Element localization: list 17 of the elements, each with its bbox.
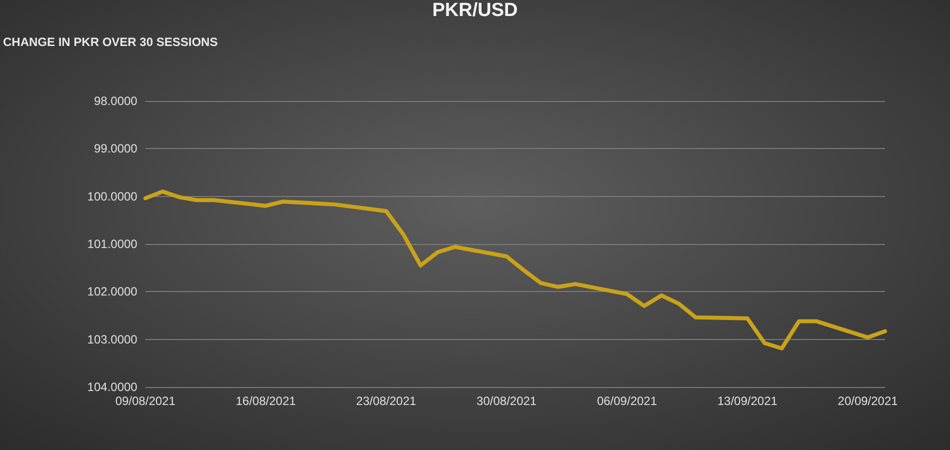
y-tick-label: 103.0000 (87, 332, 138, 346)
x-tick-label: 06/09/2021 (596, 394, 658, 408)
x-tick-label: 23/08/2021 (356, 394, 417, 408)
y-tick-label: 99.0000 (94, 142, 138, 156)
y-axis-title: CHANGE IN PKR OVER 30 SESSIONS (3, 35, 218, 49)
x-tick-label: 13/09/2021 (717, 394, 778, 408)
chart-title: PKR/USD (432, 0, 518, 21)
y-tick-label: 102.0000 (87, 284, 138, 299)
y-tick-label: 100.0000 (87, 189, 138, 204)
y-tick-label: 104.0000 (87, 380, 138, 394)
x-tick-label: 20/09/2021 (838, 394, 898, 408)
line-series (143, 190, 887, 350)
x-tick-label: 16/08/2021 (236, 394, 296, 408)
y-tick-label: 101.0000 (87, 237, 138, 251)
y-tick-label: 98.0000 (94, 94, 138, 108)
x-tick-label: 30/08/2021 (476, 394, 537, 408)
x-tick-label: 09/08/2021 (115, 394, 176, 408)
